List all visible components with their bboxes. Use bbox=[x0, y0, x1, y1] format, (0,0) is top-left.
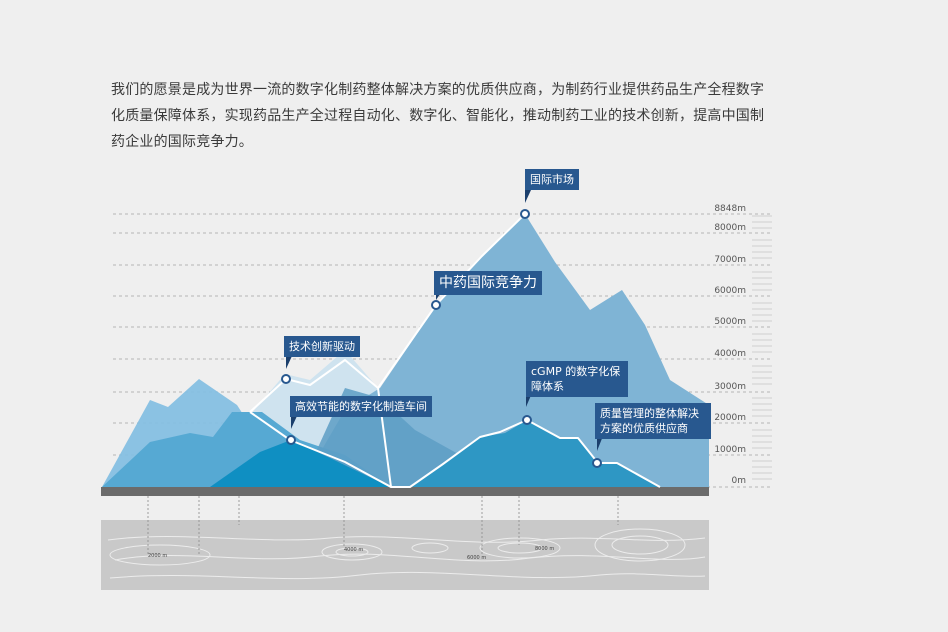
dot-digital-workshop bbox=[286, 435, 296, 445]
callout-tcm-competitiveness: 中药国际竞争力 bbox=[434, 271, 542, 295]
altitude-label: 8848m bbox=[714, 204, 746, 214]
callout-digital-workshop: 高效节能的数字化制造车间 bbox=[290, 396, 432, 417]
mountain-front-left bbox=[210, 440, 390, 487]
milestone-dots bbox=[281, 209, 602, 468]
altitude-label: 1000m bbox=[714, 445, 746, 455]
callout-international-market: 国际市场 bbox=[525, 169, 579, 190]
altitude-label: 6000m bbox=[714, 286, 746, 296]
altitude-label: 3000m bbox=[714, 382, 746, 392]
distance-label: 2000 m bbox=[148, 553, 168, 559]
altitude-label: 8000m bbox=[714, 223, 746, 233]
dot-quality-supplier bbox=[592, 458, 602, 468]
mountain-front-right bbox=[410, 420, 660, 487]
distance-label: 6000 m bbox=[467, 555, 487, 561]
climb-path-upper bbox=[249, 411, 392, 488]
altitude-label: 0m bbox=[731, 476, 747, 486]
altitude-label: 4000m bbox=[714, 349, 746, 359]
climb-path bbox=[249, 359, 661, 488]
topo-map bbox=[101, 520, 709, 590]
ground-strip bbox=[101, 487, 709, 496]
callout-cgmp: cGMP 的数字化保障体系 bbox=[526, 361, 628, 397]
map-guide-lines bbox=[147, 496, 619, 556]
distance-label: 4000 m bbox=[344, 547, 364, 553]
callout-innovation: 技术创新驱动 bbox=[284, 336, 360, 357]
altitude-label: 7000m bbox=[714, 255, 746, 265]
dot-tcm-competitiveness bbox=[431, 300, 441, 310]
dot-international-market bbox=[520, 209, 530, 219]
altitude-label: 5000m bbox=[714, 317, 746, 327]
distance-label: 8000 m bbox=[535, 546, 555, 552]
dot-innovation bbox=[281, 374, 291, 384]
topo-contours bbox=[107, 528, 706, 580]
altitude-ruler bbox=[752, 215, 772, 480]
callout-quality-supplier: 质量管理的整体解决方案的优质供应商 bbox=[595, 403, 711, 439]
altitude-label: 2000m bbox=[714, 413, 746, 423]
dot-cgmp bbox=[522, 415, 532, 425]
vision-statement: 我们的愿景是成为世界一流的数字化制药整体解决方案的优质供应商，为制药行业提供药品… bbox=[111, 82, 765, 150]
